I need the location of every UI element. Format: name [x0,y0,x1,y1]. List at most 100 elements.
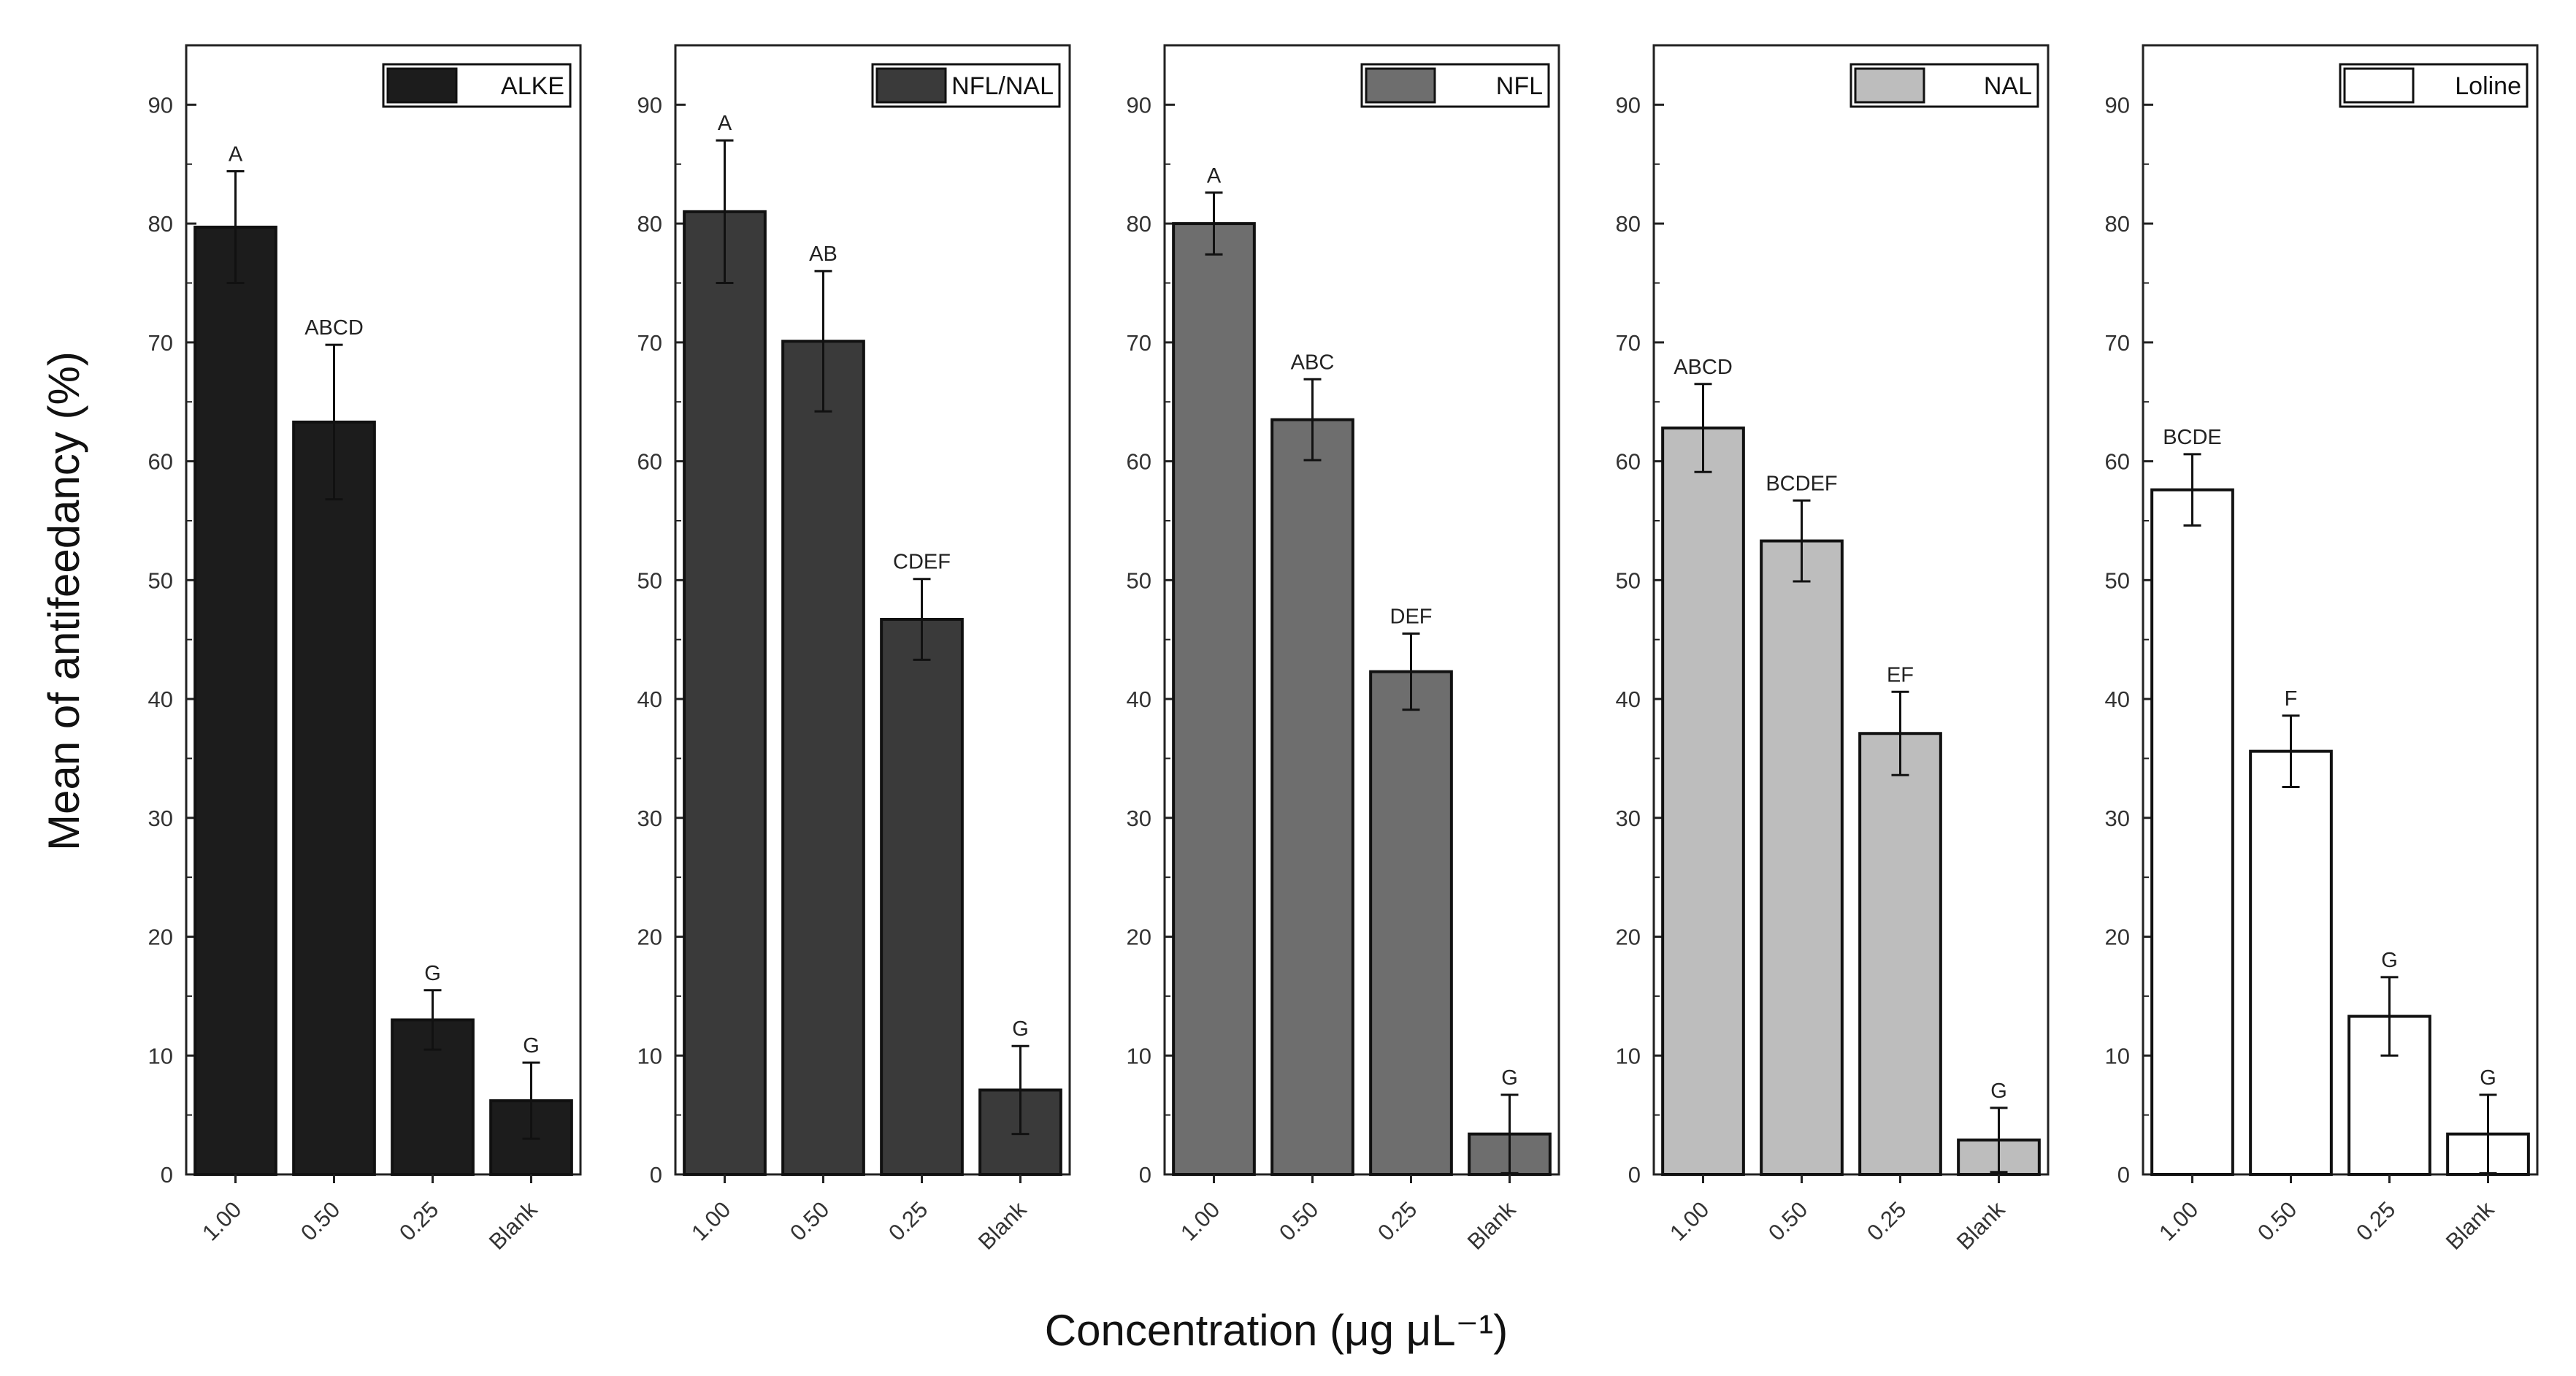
y-tick-label: 80 [1127,211,1151,237]
bar-label: DEF [1390,605,1433,629]
plot-frame [1163,44,1560,1176]
bar-label: BCDEF [1766,472,1837,495]
y-tick-label: 70 [637,330,662,356]
y-tick-label: 70 [1616,330,1641,356]
legend-label: NFL/NAL [951,72,1054,100]
y-tick-label: 80 [637,211,662,237]
legend-label: NFL [1496,72,1543,100]
legend-swatch [875,67,947,104]
chart-panel: 0 10 20 30 40 50 60 70 80 90 ABCD 1.00 BCDEF 0.50 EF 0.… [1616,44,2050,1255]
bar [781,340,865,1176]
x-tick-label: Blank [2441,1196,2499,1255]
y-tick-label: 30 [2105,806,2130,831]
y-tick-label: 10 [1616,1043,1641,1069]
y-tick-label: 20 [2105,925,2130,950]
plot-frame [185,44,582,1176]
legend-label: Loline [2455,72,2521,100]
x-tick-label: 0.25 [883,1196,932,1245]
legend-label: ALKE [501,72,564,100]
bar [193,225,277,1176]
x-tick-label: 0.50 [2253,1196,2301,1245]
chart-panels: 0 10 20 30 40 50 60 70 80 90 A 1.00 ABCD 0.50 G 0.25 G Bl… [148,44,2539,1255]
legend: ALKE [382,63,572,108]
bar-label: G [424,962,441,985]
y-tick-label: 30 [1616,806,1641,831]
y-tick-label: 50 [1616,567,1641,593]
x-tick-label: 1.00 [1176,1196,1224,1245]
y-tick-label: 10 [148,1043,173,1069]
bar-label: F [2285,687,2298,711]
y-tick-label: 70 [1127,330,1151,356]
x-tick-label: 0.25 [2351,1196,2400,1245]
y-tick-label: 80 [148,211,173,237]
legend: NFL [1360,63,1550,108]
legend: Loline [2339,63,2529,108]
y-tick-label: 40 [148,687,173,712]
bar [880,618,964,1176]
bar-label: CDEF [893,551,951,574]
bar [1858,732,1942,1176]
y-tick-label: 40 [637,687,662,712]
bar [1661,427,1745,1176]
bar [683,210,767,1177]
bar [1369,670,1453,1176]
y-tick-label: 90 [1616,92,1641,118]
x-tick-label: Blank [484,1196,543,1255]
x-tick-label: 0.50 [1763,1196,1812,1245]
bar [292,420,376,1177]
bar-label: G [1990,1079,2007,1103]
y-tick-label: 90 [637,92,662,118]
y-tick-label: 0 [2117,1162,2130,1188]
plot-frame [674,44,1071,1176]
chart-panel: 0 10 20 30 40 50 60 70 80 90 BCDE 1.00 F 0.50 G 0.25 G Bl… [2105,44,2539,1255]
y-tick-label: 20 [637,925,662,950]
legend: NFL/NAL [871,63,1061,108]
bar [1760,539,1844,1176]
y-tick-label: 80 [1616,211,1641,237]
y-tick-label: 50 [2105,567,2130,593]
legend-swatch [386,67,458,104]
x-tick-label: Blank [1463,1196,1521,1255]
x-tick-label: 0.50 [1274,1196,1323,1245]
bar-label: BCDE [2163,426,2222,449]
bar-label: A [1207,164,1222,188]
x-tick-label: 0.50 [296,1196,345,1245]
y-tick-label: 60 [1127,449,1151,475]
x-tick-label: 1.00 [686,1196,735,1245]
y-tick-label: 90 [2105,92,2130,118]
y-tick-label: 60 [148,449,173,475]
bar-label: A [229,143,243,167]
bar-label: G [523,1034,540,1058]
bar-label: G [1501,1066,1518,1090]
legend-swatch [1854,67,1925,104]
bar-label: ABC [1291,351,1335,374]
y-tick-label: 10 [2105,1043,2130,1069]
y-tick-label: 20 [148,925,173,950]
bar [2150,488,2234,1176]
y-tick-label: 70 [148,330,173,356]
y-tick-label: 90 [1127,92,1151,118]
x-tick-label: 1.00 [1665,1196,1714,1245]
y-tick-label: 30 [637,806,662,831]
x-tick-label: 1.00 [2154,1196,2203,1245]
x-tick-label: 0.50 [785,1196,834,1245]
x-tick-label: Blank [973,1196,1032,1255]
plot-frame [1652,44,2050,1176]
y-axis-title: Mean of antifeedancy (%) [39,351,88,851]
bar-label: ABCD [1674,356,1733,379]
y-tick-label: 0 [650,1162,662,1188]
x-tick-label: 0.25 [1373,1196,1422,1245]
plot-frame [2142,44,2539,1176]
y-tick-label: 70 [2105,330,2130,356]
bar-label: G [1012,1017,1029,1041]
bar [2249,749,2333,1176]
y-tick-label: 40 [1616,687,1641,712]
legend-label: NAL [1984,72,2032,100]
x-tick-label: 0.25 [1862,1196,1911,1245]
bar-label: G [2381,949,2398,972]
y-tick-label: 60 [2105,449,2130,475]
y-tick-label: 50 [148,567,173,593]
y-tick-label: 10 [637,1043,662,1069]
y-tick-label: 80 [2105,211,2130,237]
y-tick-label: 30 [1127,806,1151,831]
